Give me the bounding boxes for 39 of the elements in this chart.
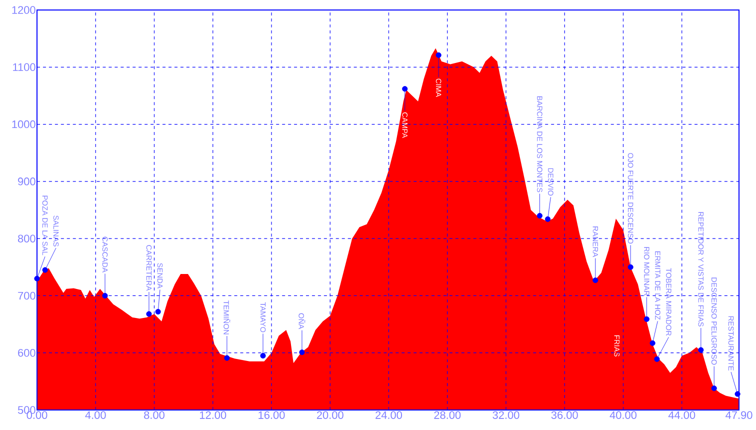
x-tick-label: 24.00	[376, 411, 402, 419]
y-tick-label: 1000	[12, 120, 36, 128]
point	[644, 316, 650, 322]
x-tick-label: 32.00	[492, 411, 520, 419]
x-tick-label: 8.00	[144, 411, 164, 419]
y-tick-label: 1200	[12, 6, 36, 14]
point	[155, 308, 161, 315]
y-tick-label: 1100	[13, 63, 36, 72]
point	[402, 86, 408, 92]
x-tick-label: 4.00	[85, 411, 106, 419]
point	[102, 292, 108, 299]
x-tick-label: 16.00	[258, 411, 285, 419]
point	[628, 264, 634, 270]
point	[544, 216, 551, 222]
point	[698, 347, 704, 353]
point	[260, 352, 266, 359]
x-tick-label: 28.00	[434, 411, 461, 419]
y-tick-label: 800	[18, 234, 36, 242]
x-tick-label: 40.00	[610, 411, 636, 419]
x-tick-label: 36.00	[551, 411, 578, 419]
point	[734, 391, 740, 397]
point	[711, 385, 717, 392]
y-tick-label: 600	[18, 348, 36, 357]
x-tick-label: 47.90	[726, 411, 752, 419]
point	[146, 311, 152, 317]
point	[299, 349, 305, 356]
x-tick-label: 12.00	[200, 411, 226, 419]
point	[224, 355, 230, 361]
point	[654, 356, 660, 362]
y-tick-label: 900	[18, 178, 36, 186]
point	[42, 267, 48, 273]
point	[34, 276, 40, 282]
y-tick-label: 700	[18, 292, 36, 300]
point	[592, 277, 598, 284]
point	[436, 52, 442, 58]
x-tick-label: 44.00	[668, 411, 696, 419]
x-tick-label: 20.00	[316, 411, 344, 419]
point	[536, 212, 542, 219]
point	[650, 340, 656, 346]
